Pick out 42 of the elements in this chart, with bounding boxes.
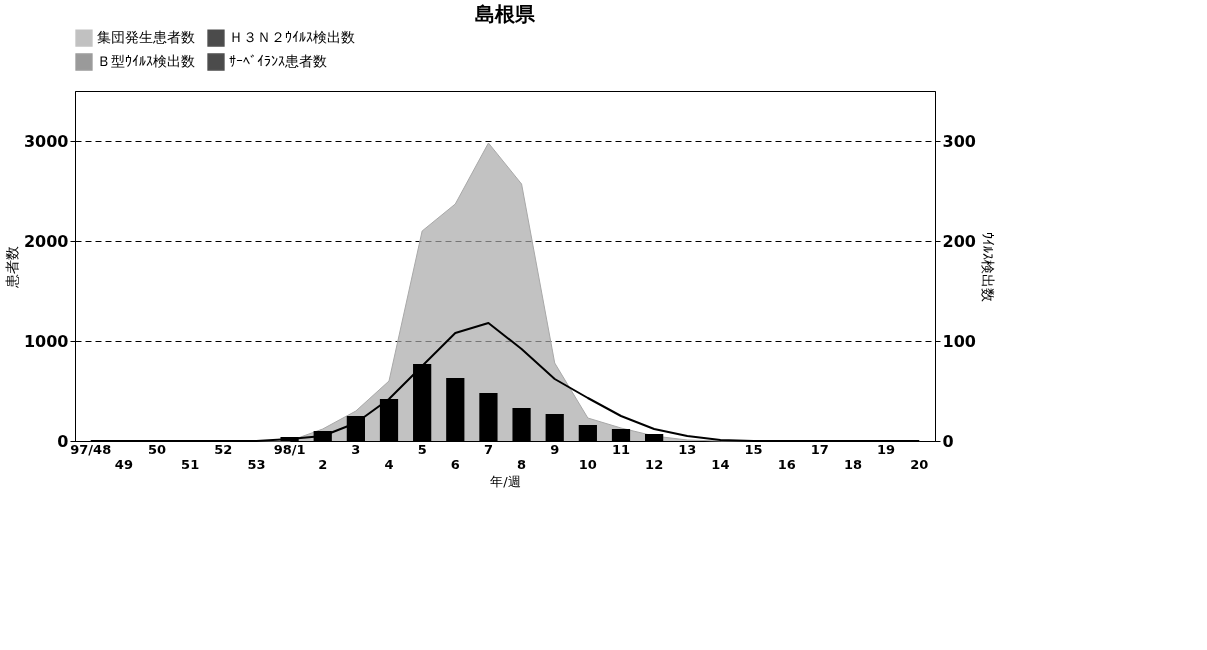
x-tick-label: 53 bbox=[247, 456, 266, 472]
y2-tick-label: 100 bbox=[942, 331, 976, 351]
x-tick-label: 19 bbox=[877, 441, 896, 457]
x-tick-label: 52 bbox=[214, 441, 233, 457]
x-tick-label: 2 bbox=[318, 456, 328, 472]
x-tick-label: 16 bbox=[777, 456, 796, 472]
x-tick-label: 3 bbox=[351, 441, 361, 457]
x-tick-label: 4 bbox=[384, 456, 394, 472]
legend-label: Ｈ３Ｎ２ｳｲﾙｽ検出数 bbox=[229, 29, 355, 46]
chart-title: 島根県 bbox=[475, 2, 536, 26]
x-tick-label: 10 bbox=[578, 456, 597, 472]
x-tick-label: 97/48 bbox=[70, 441, 112, 457]
x-tick-label: 5 bbox=[417, 441, 427, 457]
x-tick-label: 20 bbox=[910, 456, 929, 472]
x-tick-label: 7 bbox=[483, 441, 493, 457]
y-axis-title: 患者数 bbox=[3, 245, 20, 289]
y2-tick-label: 300 bbox=[942, 131, 976, 151]
x-tick-label: 98/1 bbox=[273, 441, 306, 457]
x-tick-label: 6 bbox=[450, 456, 460, 472]
y-tick-label: 1000 bbox=[23, 331, 69, 351]
legend-label: 集団発生患者数 bbox=[97, 29, 195, 46]
x-tick-label: 14 bbox=[711, 456, 730, 472]
x-tick-label: 8 bbox=[517, 456, 527, 472]
y-tick-label: 2000 bbox=[23, 231, 69, 251]
x-tick-label: 18 bbox=[843, 456, 863, 472]
legend-label: ｻｰﾍﾞｲﾗﾝｽ患者数 bbox=[229, 53, 327, 69]
legend-label: Ｂ型ｳｲﾙｽ検出数 bbox=[97, 53, 195, 69]
x-tick-label: 12 bbox=[645, 456, 664, 472]
y2-axis-title: ｳｲﾙｽ検出数 bbox=[979, 231, 996, 302]
x-tick-label: 50 bbox=[147, 441, 167, 457]
y-tick-label: 3000 bbox=[23, 131, 69, 151]
y2-tick-label: 200 bbox=[942, 231, 976, 251]
y2-tick-label: 0 bbox=[942, 431, 954, 451]
x-tick-label: 17 bbox=[810, 441, 829, 457]
x-tick-label: 15 bbox=[744, 441, 763, 457]
x-tick-label: 9 bbox=[550, 441, 560, 457]
x-axis-title: 年/週 bbox=[490, 473, 521, 489]
x-tick-label: 11 bbox=[611, 441, 631, 457]
x-tick-label: 13 bbox=[678, 441, 697, 457]
x-tick-label: 51 bbox=[181, 456, 200, 472]
y-tick-label: 0 bbox=[57, 431, 69, 451]
x-tick-label: 49 bbox=[114, 456, 133, 472]
